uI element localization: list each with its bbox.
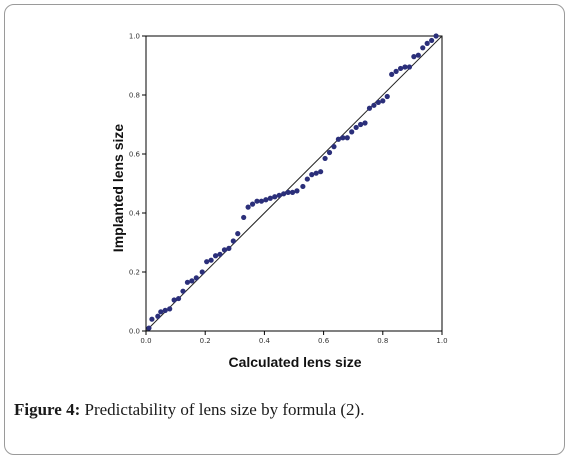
data-point [204, 259, 210, 265]
data-point [281, 191, 287, 197]
y-tick-label: 0.2 [129, 269, 140, 277]
data-point [289, 189, 296, 195]
data-point [235, 231, 241, 237]
data-point [313, 170, 319, 176]
data-point [180, 288, 186, 294]
data-point [415, 52, 421, 58]
data-point [389, 71, 395, 77]
reference-line [145, 35, 443, 332]
data-point [362, 120, 368, 126]
data-point [402, 64, 408, 70]
data-point [433, 33, 439, 39]
x-tick-label: 0.4 [259, 337, 271, 345]
x-tick-label: 0.2 [200, 337, 211, 345]
data-point [349, 129, 355, 135]
plot-box [145, 35, 443, 332]
data-point [335, 136, 341, 142]
y-tick-label: 0.8 [129, 92, 140, 100]
data-point [167, 306, 173, 312]
data-point [380, 98, 386, 104]
caption-text: Predictability of lens size by formula (… [84, 400, 365, 419]
data-point [371, 102, 377, 108]
data-point [146, 325, 152, 331]
plot-area: 0.0 0.2 0.4 0.6 0.8 1.0 0.0 0.2 0.4 0.6 0.8 1.0 [129, 33, 448, 346]
data-point [318, 169, 324, 175]
y-tick-label: 0.0 [129, 328, 140, 336]
data-point [358, 121, 364, 128]
data-point [221, 247, 228, 253]
data-point [424, 40, 430, 46]
data-point [158, 309, 164, 315]
y-tick-label: 1.0 [129, 33, 140, 41]
data-point [326, 149, 333, 156]
data-point [199, 269, 205, 275]
data-point [429, 37, 435, 44]
data-point [155, 313, 161, 319]
data-point [384, 93, 390, 100]
data-point [230, 238, 236, 244]
x-tick-label: 0.0 [140, 337, 151, 345]
data-point [217, 251, 223, 257]
y-tick-label: 0.6 [129, 151, 141, 159]
data-point [411, 54, 417, 60]
data-point [322, 155, 328, 162]
data-point [304, 176, 310, 182]
data-point [393, 68, 399, 74]
data-point [189, 278, 195, 284]
data-point [294, 188, 300, 194]
data-point [340, 135, 346, 141]
y-tick-label: 0.4 [129, 210, 141, 218]
x-tick-label: 0.8 [377, 337, 388, 345]
data-point [212, 253, 219, 259]
y-axis-title: Implanted lens size [110, 124, 126, 253]
data-point [258, 198, 265, 204]
data-point [171, 297, 177, 303]
data-point [267, 195, 273, 201]
data-point [193, 275, 199, 281]
x-tick-label: 0.6 [318, 337, 330, 345]
data-point [285, 189, 291, 195]
caption-label: Figure 4: [14, 400, 81, 419]
data-point [263, 197, 269, 203]
data-point [162, 307, 168, 313]
data-point [249, 201, 256, 207]
data-point [366, 105, 373, 111]
figure-frame [4, 4, 565, 455]
x-axis-title: Calculated lens size [228, 354, 361, 370]
data-point [406, 64, 413, 70]
data-point [184, 279, 191, 285]
data-point [254, 198, 260, 204]
data-point [149, 316, 155, 322]
data-point [208, 257, 214, 263]
data-point [272, 194, 278, 200]
data-point [375, 99, 381, 105]
data-point [397, 65, 404, 72]
data-point [300, 183, 306, 190]
data-point [175, 295, 182, 302]
data-point [331, 144, 337, 150]
data-point [276, 192, 282, 198]
x-tick-label: 1.0 [436, 337, 447, 345]
data-point [226, 245, 232, 251]
data-point [344, 135, 350, 141]
data-point [420, 45, 426, 51]
data-point [309, 172, 315, 178]
data-point [353, 124, 359, 131]
data-point [245, 204, 251, 210]
figure-caption: Figure 4: Predictability of lens size by… [14, 400, 554, 420]
data-point [241, 214, 247, 221]
